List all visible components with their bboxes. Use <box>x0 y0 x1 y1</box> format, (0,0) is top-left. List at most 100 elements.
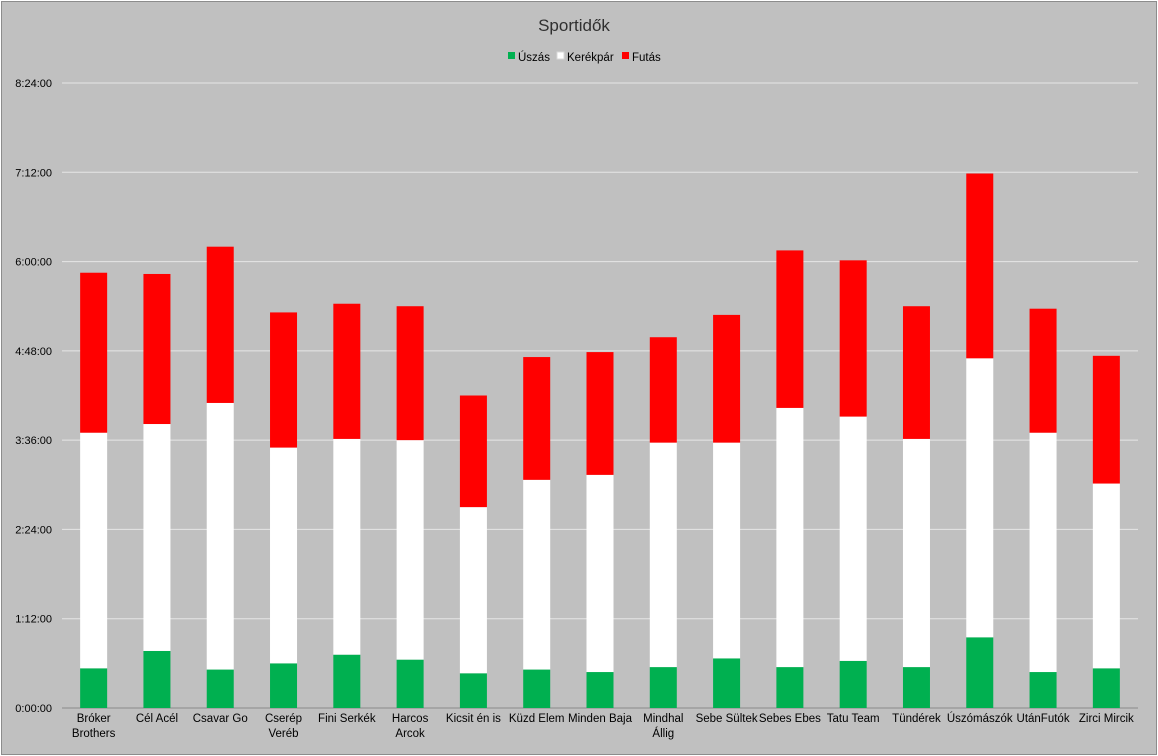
bar-segment-futás <box>523 357 551 480</box>
x-tick-label: Zirci Mircik <box>1079 713 1134 725</box>
bar-segment-úszás <box>586 672 614 708</box>
bar-segment-úszás <box>649 667 677 708</box>
bar-segment-úszás <box>80 668 108 708</box>
bar-segment-futás <box>270 312 298 448</box>
bar-segment-futás <box>586 352 614 475</box>
bar-segment-futás <box>206 246 234 403</box>
bar-segment-kerékpár <box>649 442 677 668</box>
x-tick-label-line: Úszómászók <box>947 712 1013 725</box>
bar-segment-kerékpár <box>206 402 234 670</box>
legend-swatch <box>556 51 565 60</box>
x-tick-label: Tündérek <box>892 713 941 725</box>
bar-segment-futás <box>839 260 867 417</box>
bar-segment-futás <box>396 306 424 441</box>
bar-segment-kerékpár <box>80 432 108 669</box>
x-tick-label: UtánFutók <box>1017 713 1070 725</box>
bar-segment-úszás <box>396 659 424 708</box>
legend: Úszás Kerékpár Futás <box>508 51 661 64</box>
x-tick-label-line: Csavar Go <box>193 713 248 725</box>
y-axis: 0:00:00 1:12:00 2:24:00 3:36:00 4:48:00 6:00:… <box>15 78 52 715</box>
bar-segment-futás <box>1092 355 1120 484</box>
x-tick-label-line: Mindhal <box>643 713 683 725</box>
x-tick-label: Tatu Team <box>827 713 880 725</box>
y-tick-label: 7:12:00 <box>15 167 52 179</box>
x-tick-label: Cserép Veréb <box>265 713 302 740</box>
x-tick-label-line: Minden Baja <box>568 713 633 725</box>
x-tick-label: Úszómászók <box>947 712 1013 725</box>
bar-segment-futás <box>143 273 171 425</box>
legend-label: Úszás <box>518 51 550 64</box>
bar-segment-futás <box>459 395 487 508</box>
bar-segment-futás <box>713 314 741 443</box>
bar-segment-futás <box>649 337 677 443</box>
bar-segment-úszás <box>839 660 867 708</box>
y-tick-label: 8:24:00 <box>15 78 52 90</box>
chart-title: Sportidők <box>538 16 610 35</box>
bar-segment-futás <box>966 173 994 359</box>
y-tick-label: 2:24:00 <box>15 524 52 536</box>
x-tick-label-line: Fini Serkék <box>318 713 376 725</box>
x-tick-label-line: Tatu Team <box>827 713 880 725</box>
bar-segment-kerékpár <box>1092 483 1120 669</box>
bar-segment-kerékpár <box>459 507 487 674</box>
x-tick-label-line: Veréb <box>268 728 298 740</box>
x-tick-label: Küzd Elem <box>509 713 565 725</box>
bar-segment-kerékpár <box>143 424 171 651</box>
x-tick-label-line: Sebe Sültek <box>696 713 758 725</box>
bar-segment-kerékpár <box>839 416 867 661</box>
x-tick-label-line: Cél Acél <box>136 713 178 725</box>
y-tick-label: 6:00:00 <box>15 257 52 269</box>
x-tick-label-line: Bróker <box>77 713 111 725</box>
x-tick-label-line: Brothers <box>72 728 116 740</box>
bar-segment-úszás <box>966 637 994 708</box>
bar-segment-futás <box>902 306 930 439</box>
bar-segment-úszás <box>143 650 171 708</box>
bar-segment-úszás <box>459 673 487 708</box>
x-tick-label: Sebes Ebes <box>759 713 821 725</box>
bar-segment-kerékpár <box>713 442 741 659</box>
bar-segment-úszás <box>902 667 930 708</box>
bar-segment-kerékpár <box>1029 432 1057 673</box>
x-tick-label-line: UtánFutók <box>1017 713 1070 725</box>
x-tick-label: Minden Baja <box>568 713 633 725</box>
x-tick-label-line: Küzd Elem <box>509 713 565 725</box>
x-tick-label: Bróker Brothers <box>72 713 116 740</box>
bars <box>80 173 1120 708</box>
bar-segment-úszás <box>1029 672 1057 708</box>
y-tick-label: 0:00:00 <box>15 703 52 715</box>
bar-segment-kerékpár <box>902 438 930 668</box>
bar-segment-úszás <box>713 658 741 708</box>
x-tick-label-line: Arcok <box>395 728 425 740</box>
x-axis: Bróker Brothers Cél Acél Csavar Go Cserép Ver… <box>72 712 1134 740</box>
legend-swatch <box>508 52 515 59</box>
x-tick-label-line: Zirci Mircik <box>1079 713 1134 725</box>
bar-segment-úszás <box>523 669 551 708</box>
x-tick-label: Kicsit én is <box>446 713 501 725</box>
bar-segment-futás <box>776 250 804 408</box>
legend-swatch <box>622 52 629 59</box>
x-tick-label-line: Sebes Ebes <box>759 713 821 725</box>
bar-segment-futás <box>80 272 108 433</box>
x-tick-label-line: Kicsit én is <box>446 713 501 725</box>
bar-segment-úszás <box>333 654 361 708</box>
bar-segment-úszás <box>776 667 804 708</box>
bar-segment-kerékpár <box>270 447 298 664</box>
bar-segment-kerékpár <box>586 474 614 673</box>
x-tick-label-line: Harcos <box>392 713 429 725</box>
y-tick-label: 3:36:00 <box>15 435 52 447</box>
x-tick-label-line: Tündérek <box>892 713 941 725</box>
legend-label: Kerékpár <box>567 52 614 64</box>
bar-segment-kerékpár <box>966 358 994 638</box>
y-tick-label: 4:48:00 <box>15 346 52 358</box>
bar-segment-úszás <box>1092 668 1120 708</box>
x-tick-label: Csavar Go <box>193 713 248 725</box>
bar-segment-kerékpár <box>333 438 361 655</box>
bar-segment-kerékpár <box>396 440 424 660</box>
x-tick-label-line: Cserép <box>265 713 302 725</box>
bar-segment-kerékpár <box>776 407 804 668</box>
x-tick-label: Cél Acél <box>136 713 178 725</box>
x-tick-label-line: Állig <box>652 727 674 740</box>
y-tick-label: 1:12:00 <box>15 614 52 626</box>
